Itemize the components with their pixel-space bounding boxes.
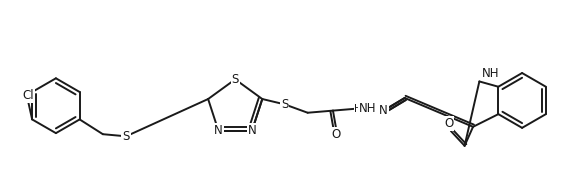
Text: N: N bbox=[247, 124, 256, 137]
Text: S: S bbox=[281, 98, 288, 111]
Text: O: O bbox=[444, 117, 453, 130]
Text: Cl: Cl bbox=[22, 89, 34, 102]
Text: N: N bbox=[214, 124, 223, 137]
Text: S: S bbox=[232, 73, 239, 86]
Text: O: O bbox=[332, 128, 341, 141]
Text: S: S bbox=[123, 130, 129, 143]
Text: H: H bbox=[354, 104, 362, 114]
Text: N: N bbox=[379, 104, 388, 117]
Text: NH: NH bbox=[481, 66, 499, 79]
Text: NH: NH bbox=[360, 102, 377, 115]
